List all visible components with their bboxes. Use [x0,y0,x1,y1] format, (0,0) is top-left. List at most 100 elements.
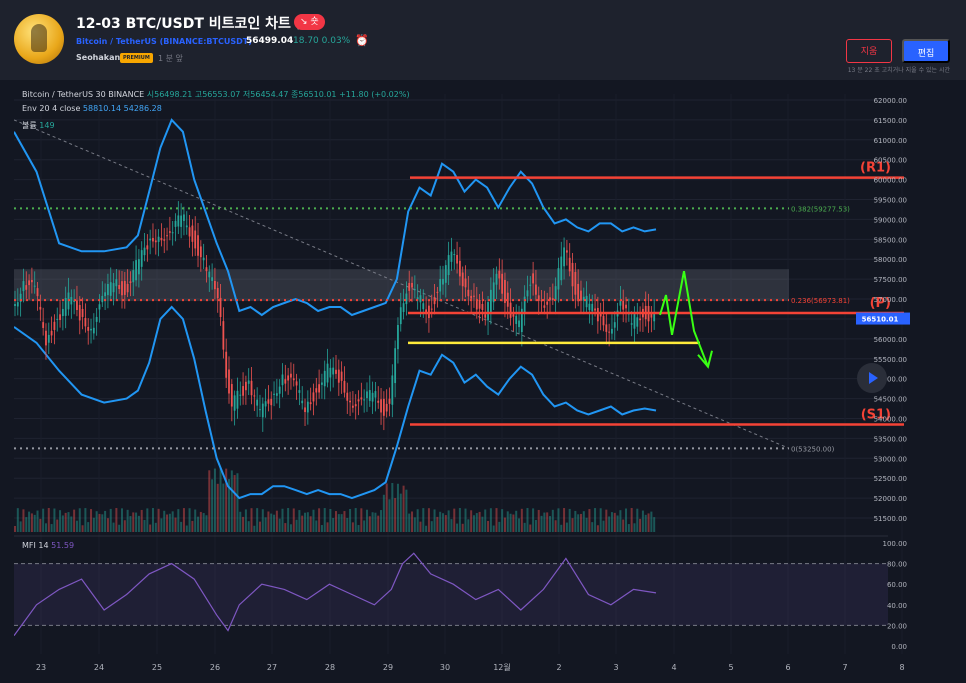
envelope-lower [14,305,657,500]
volume-bar [14,526,16,532]
mfi-legend[interactable]: MFI 14 51.59 [22,541,74,550]
idea-title: 12-03 BTC/USDT 비트코인 차트 분석 [76,16,322,32]
env-label: Env 20 4 close [22,104,81,113]
candle-body [501,273,504,294]
candle-body [135,260,137,281]
volume-bar [498,521,501,532]
volume-bar [315,520,318,532]
volume-bar [636,508,639,532]
candle-body [61,308,64,317]
volume-bar [53,508,56,532]
symbol-link[interactable]: Bitcoin / TetherUS (BINANCE:BTCUSDT) [76,37,252,46]
volume-bar [42,508,45,532]
candle-body [453,254,456,256]
volume-bar [509,513,512,532]
legend-symbol: Bitcoin / TetherUS 30 BINANCE [22,90,145,99]
volume-bar [585,517,588,532]
volume-bar [501,509,504,532]
candle-body [377,400,380,403]
candle-body [520,308,523,333]
candle-body [560,256,563,281]
candle-body [329,367,332,378]
volume-bar [230,470,233,532]
volume-bar [318,508,321,532]
volume-legend[interactable]: 볼륨 149 [22,120,55,131]
author-avatar[interactable] [14,14,64,64]
volume-bar [554,520,557,532]
candle-body [301,400,304,404]
candle-body [425,309,428,313]
volume-bar [121,508,123,532]
candle-body [535,284,537,295]
time-tick-label: 7 [842,663,847,672]
volume-bar [503,517,506,532]
volume-bar [546,512,549,532]
alarm-clock-icon[interactable]: ⏰ [355,34,369,47]
volume-bar [320,525,323,532]
play-icon[interactable] [857,363,887,393]
volume-bar [616,515,619,532]
volume-bar [351,522,354,532]
candle-body [160,237,163,241]
time-tick-label: 30 [440,663,450,672]
candle-body [121,281,123,296]
candle-body [374,391,377,398]
candle-body [233,395,236,411]
candle-body [405,293,408,305]
candle-body [321,382,323,385]
delete-button[interactable]: 지움 [846,39,892,63]
envelope-legend[interactable]: Env 20 4 close 58810.14 54286.28 [22,104,162,113]
projection-arrow [659,270,713,369]
candle-body [14,304,16,306]
volume-bar [425,525,428,532]
time-tick-label: 12월 [493,662,511,672]
mfi-tick-label: 80.00 [887,561,907,569]
candle-body [143,247,146,256]
candle-body [270,398,273,406]
time-tick-label: 4 [671,663,676,672]
candle-body [290,373,292,378]
volume-bar [478,511,481,532]
edit-button[interactable]: 편집 [902,39,950,63]
volume-bar [349,508,352,532]
candle-body [394,348,397,384]
candle-body [174,220,177,227]
candle-body [442,278,444,285]
level-label: (S1) [861,407,891,422]
author-name[interactable]: Seohakant [76,53,125,62]
candle-body [568,257,571,272]
candle-body [16,302,19,307]
volume-bar [87,522,90,532]
time-tick-label: 5 [728,663,733,672]
candle-body [123,280,126,295]
volume-bar [613,512,616,532]
volume-bar [464,508,467,532]
price-chart[interactable]: (R1) (P) (S1) 0.382(59277.53) 0.236(56973.8… [14,84,910,678]
volume-bar [492,525,495,532]
volume-bar [149,524,152,532]
volume-bar [532,508,535,532]
volume-bar [253,525,256,532]
premium-badge: PREMIUM [120,53,153,63]
candle-body [594,308,596,311]
candle-body [380,399,382,413]
volume-bar [427,508,430,532]
price-tick-label: 53500.00 [874,435,907,443]
volume-bar [391,483,394,532]
candle-body [180,215,183,227]
volume-bar [382,494,385,532]
pivot-zone-box [14,269,789,302]
volume-bar [256,508,259,532]
volume-bar [177,509,180,532]
volume-bar [343,511,346,532]
candle-body [458,260,461,277]
candle-body [346,392,349,401]
candle-body [84,318,87,327]
volume-bar [484,509,487,532]
price-axis[interactable]: 62000.00 61500.00 61000.00 60500.00 60000.00… [856,97,910,651]
volume-bar [368,516,371,532]
candles [14,201,656,432]
volume-bar [388,499,391,532]
time-axis[interactable]: 23 24 25 26 27 28 29 30 12월 2 3 4 5 6 7 8 [36,662,905,672]
volume-bar [146,508,149,532]
